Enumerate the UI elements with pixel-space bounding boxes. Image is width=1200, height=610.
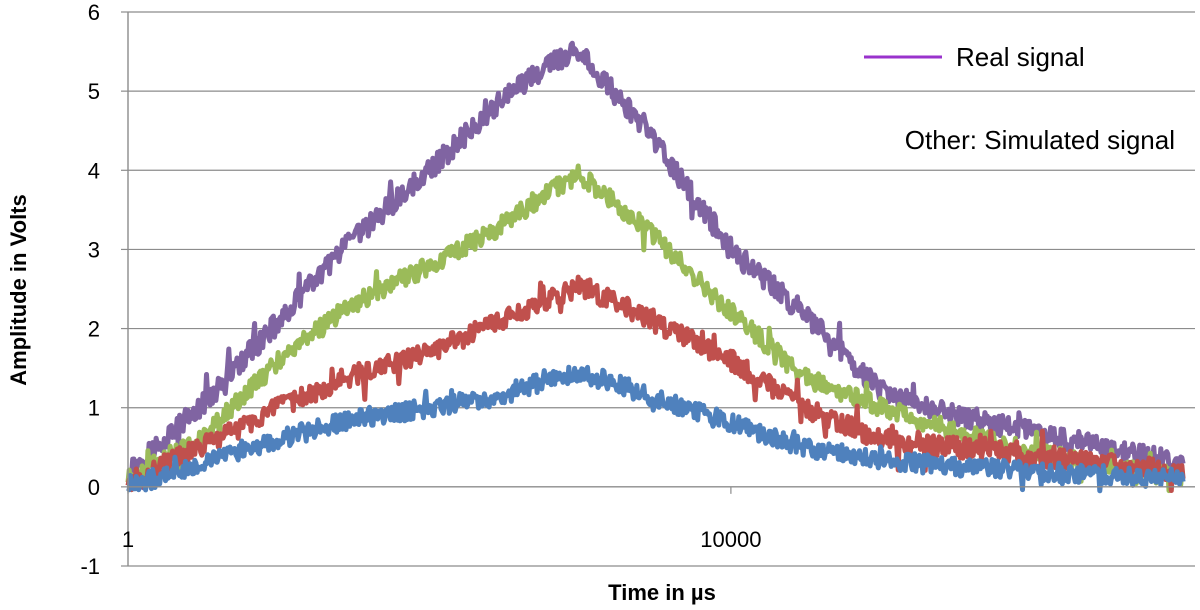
y-tick-label: 3 bbox=[88, 237, 100, 262]
y-tick-label: 1 bbox=[88, 396, 100, 421]
x-tick-label: 1 bbox=[122, 527, 134, 552]
grid-lines bbox=[128, 11, 1195, 567]
legend: Real signal Other: Simulated signal bbox=[864, 42, 1175, 155]
y-tick-labels: -1 0 1 2 3 4 5 6 bbox=[80, 0, 100, 579]
x-axis-title: Time in µs bbox=[608, 580, 716, 605]
legend-label-real-signal: Real signal bbox=[956, 42, 1085, 72]
y-tick-label: 6 bbox=[88, 0, 100, 25]
y-axis-title: Amplitude in Volts bbox=[6, 194, 31, 385]
series-group bbox=[125, 40, 1186, 494]
x-tick-label: 10000 bbox=[700, 527, 761, 552]
series-line-3 bbox=[125, 274, 1186, 493]
series-line-1 bbox=[126, 40, 1186, 491]
y-tick-label: 4 bbox=[88, 158, 100, 183]
y-tick-label: 2 bbox=[88, 317, 100, 342]
series-line-4 bbox=[126, 364, 1186, 494]
y-tick-label: -1 bbox=[80, 554, 100, 579]
axes bbox=[121, 11, 1195, 567]
legend-note: Other: Simulated signal bbox=[905, 125, 1175, 155]
y-tick-label: 0 bbox=[88, 475, 100, 500]
x-tick-labels: 1 10000 bbox=[122, 527, 762, 552]
y-tick-label: 5 bbox=[88, 79, 100, 104]
